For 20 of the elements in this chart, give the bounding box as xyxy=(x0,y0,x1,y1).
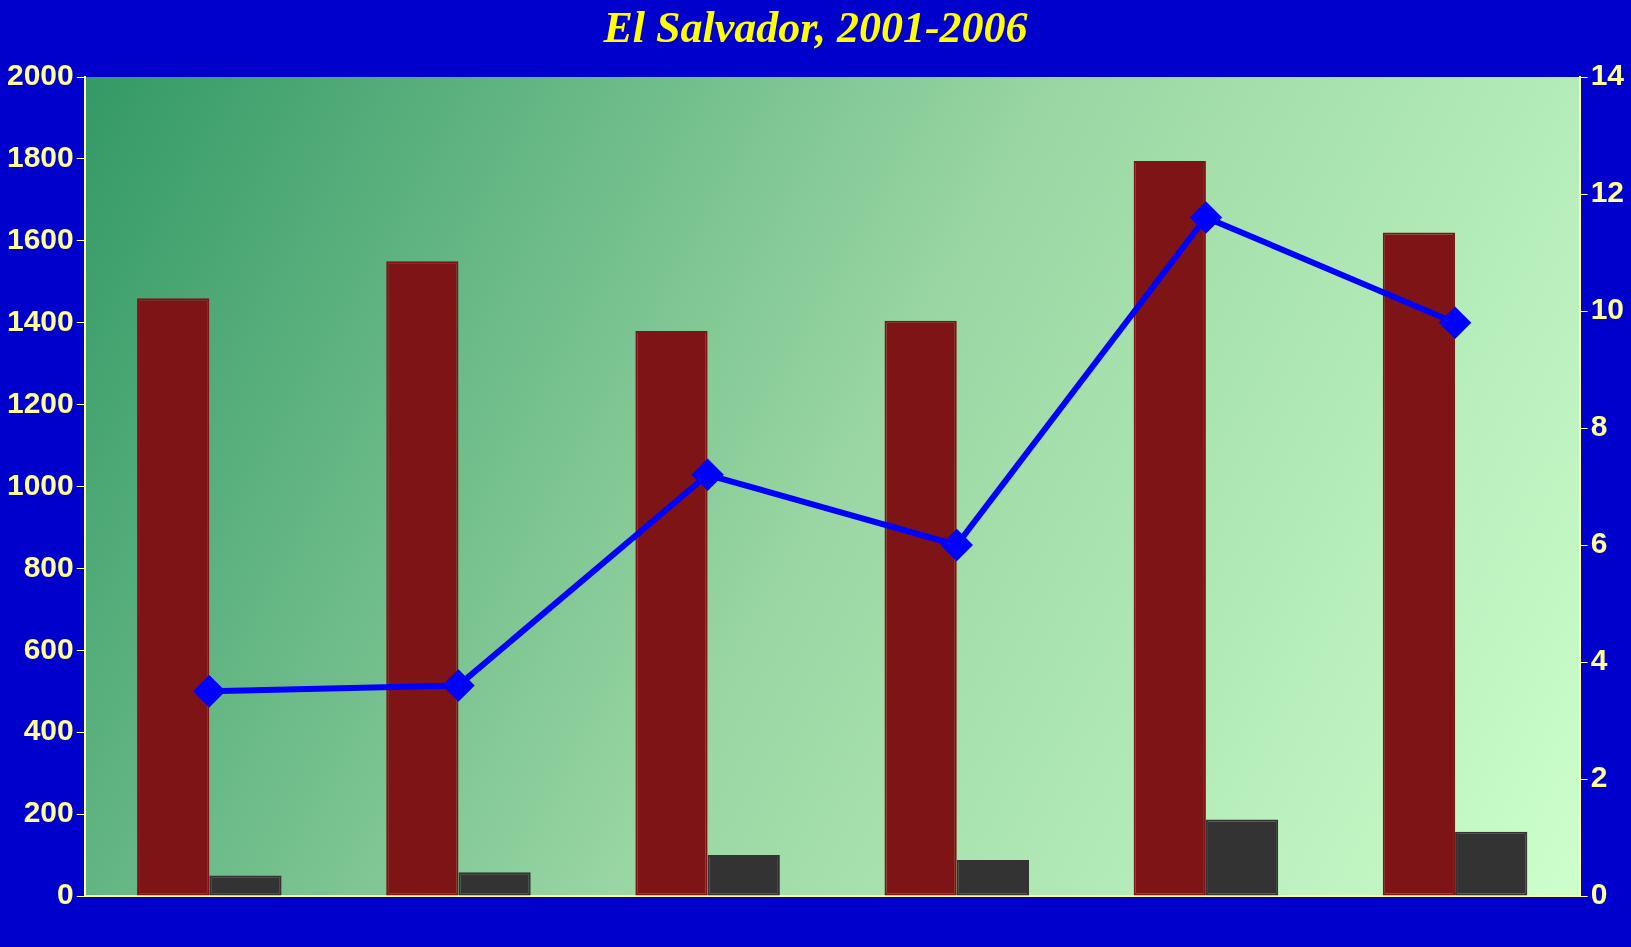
y2-tick-label: 12 xyxy=(1590,175,1625,209)
y-tick-label: 1600 xyxy=(6,222,74,256)
y-tick-label: 2000 xyxy=(6,58,74,92)
y-tick-label: 600 xyxy=(23,631,74,665)
y2-tick-label: 8 xyxy=(1590,409,1608,443)
y2-tick-label: 2 xyxy=(1590,760,1608,794)
chart-title: El Salvador, 2001-2006 xyxy=(602,2,1029,54)
y2-tick-label: 0 xyxy=(1590,877,1608,911)
y-tick-label: 1000 xyxy=(6,467,74,501)
y2-tick-label: 10 xyxy=(1590,292,1625,326)
y-tick-label: 1400 xyxy=(6,303,74,337)
y-tick-label: 1800 xyxy=(6,140,74,174)
y-tick-label: 0 xyxy=(57,877,74,911)
y-tick-label: 1200 xyxy=(6,385,74,419)
y2-tick-label: 14 xyxy=(1590,58,1625,92)
y-tick-label: 200 xyxy=(23,795,74,829)
y2-tick-label: 4 xyxy=(1590,643,1608,677)
y2-tick-label: 6 xyxy=(1590,526,1608,560)
y-tick-label: 400 xyxy=(23,713,74,747)
y-tick-label: 800 xyxy=(23,549,74,583)
